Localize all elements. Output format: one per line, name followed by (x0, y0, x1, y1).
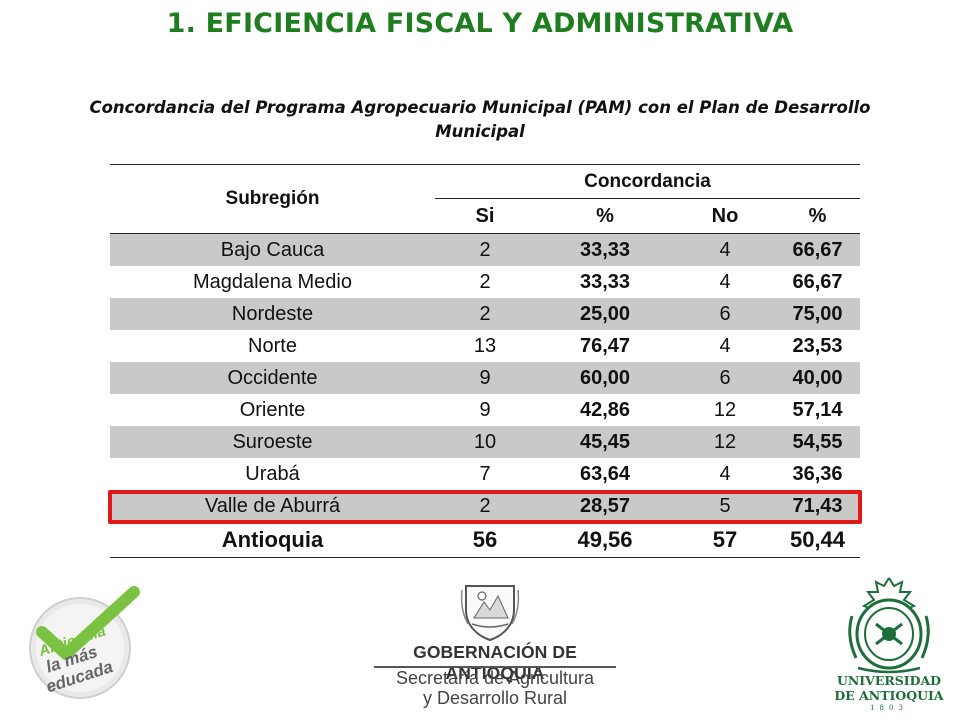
cell-pct-no: 23,53 (792, 334, 843, 357)
table-row: Occidente 9 60,00 6 40,00 (110, 362, 861, 394)
gobernacion-logo: GOBERNACIÓN DE ANTIOQUIA Secretaría de A… (370, 580, 620, 710)
cell-no: 6 (675, 362, 775, 394)
cell-region: Norte (248, 334, 297, 357)
table-row: Norte 13 76,47 4 23,53 (110, 330, 860, 362)
cell-si: 2 (435, 490, 535, 523)
secretaria-line-1: Secretaría de Agricultura (395, 668, 595, 688)
divider (374, 666, 616, 668)
cell-pct-si: 33,33 (579, 270, 631, 293)
cell-pct-si: 49,56 (535, 522, 675, 558)
cell-pct-no: 50,44 (775, 522, 861, 558)
cell-si: 2 (479, 270, 491, 293)
udea-year: 1803 (870, 704, 908, 712)
cell-no: 4 (719, 334, 731, 357)
caption-line-2: Municipal (435, 122, 525, 141)
cell-si: 7 (479, 462, 491, 485)
udea-line-1: UNIVERSIDAD (836, 673, 942, 688)
cell-pct-no: 40,00 (775, 362, 861, 394)
cell-region: Magdalena Medio (193, 270, 352, 293)
cell-si: 2 (435, 298, 535, 330)
secretaria-line-2: y Desarrollo Rural (422, 688, 568, 708)
cell-no: 6 (675, 298, 775, 330)
cell-si: 9 (479, 398, 491, 421)
table-row: Nordeste 2 25,00 6 75,00 (110, 298, 861, 330)
cell-pct-si: 60,00 (535, 362, 675, 394)
table-row-highlighted: Valle de Aburrá 2 28,57 5 71,43 (110, 490, 861, 523)
cell-si: 13 (473, 334, 497, 357)
cell-si: 56 (435, 522, 535, 558)
highlight-box (108, 490, 862, 524)
cell-pct-si: 33,33 (535, 233, 675, 266)
cell-region: Nordeste (110, 298, 435, 330)
udea-line-2: DE ANTIOQUIA (834, 688, 944, 703)
header-si: Si (435, 198, 535, 234)
cell-pct-si: 63,64 (579, 462, 631, 485)
cell-pct-si: 76,47 (579, 334, 631, 357)
cell-region: Occidente (110, 362, 435, 394)
header-pct-si: % (535, 198, 675, 234)
cell-pct-no: 57,14 (792, 398, 843, 421)
udea-crest-icon (848, 577, 930, 674)
table-row: Bajo Cauca 2 33,33 4 66,67 (110, 233, 861, 266)
table-caption: Concordancia del Programa Agropecuario M… (60, 96, 900, 144)
header-concordancia: Concordancia (435, 164, 861, 199)
cell-no: 4 (719, 270, 731, 293)
cell-pct-no: 71,43 (775, 490, 861, 523)
cell-region: Antioquia (110, 522, 435, 558)
coat-of-arms-icon (460, 585, 520, 642)
caption-line-1: Concordancia del Programa Agropecuario M… (89, 98, 871, 117)
cell-pct-no: 36,36 (792, 462, 843, 485)
table-row: Urabá 7 63,64 4 36,36 (110, 458, 860, 490)
cell-no: 5 (675, 490, 775, 523)
table-row: Oriente 9 42,86 12 57,14 (110, 394, 860, 426)
cell-no: 12 (713, 398, 737, 421)
cell-pct-no: 75,00 (775, 298, 861, 330)
cell-region: Suroeste (110, 426, 435, 458)
table-row: Magdalena Medio 2 33,33 4 66,67 (110, 266, 860, 298)
antioquia-educada-logo: Antioquia la más educada (29, 586, 140, 699)
cell-si: 2 (435, 233, 535, 266)
cell-pct-no: 54,55 (775, 426, 861, 458)
cell-si: 10 (435, 426, 535, 458)
cell-pct-si: 28,57 (535, 490, 675, 523)
concordance-table: Subregión Concordancia Si % No % Bajo Ca… (110, 164, 861, 558)
cell-region: Urabá (245, 462, 300, 485)
cell-no: 4 (719, 462, 731, 485)
header-no: No (675, 198, 775, 234)
cell-region: Oriente (239, 398, 306, 421)
page-title: 1. EFICIENCIA FISCAL Y ADMINISTRATIVA (166, 8, 794, 39)
cell-pct-no: 66,67 (775, 233, 861, 266)
cell-pct-no: 66,67 (792, 270, 843, 293)
cell-region: Valle de Aburrá (110, 490, 435, 523)
cell-pct-si: 42,86 (579, 398, 631, 421)
cell-pct-si: 45,45 (535, 426, 675, 458)
cell-no: 4 (675, 233, 775, 266)
table-row: Suroeste 10 45,45 12 54,55 (110, 426, 861, 458)
header-subregion: Subregión (110, 164, 435, 234)
table-total-row: Antioquia 56 49,56 57 50,44 (110, 522, 861, 558)
cell-pct-si: 25,00 (535, 298, 675, 330)
cell-region: Bajo Cauca (110, 233, 435, 266)
gobernacion-name: GOBERNACIÓN DE ANTIOQUIA (413, 642, 577, 683)
header-pct-no: % (775, 198, 861, 234)
cell-si: 9 (435, 362, 535, 394)
udea-logo: UNIVERSIDAD DE ANTIOQUIA 1803 (830, 576, 948, 716)
cell-no: 57 (675, 522, 775, 558)
cell-no: 12 (675, 426, 775, 458)
